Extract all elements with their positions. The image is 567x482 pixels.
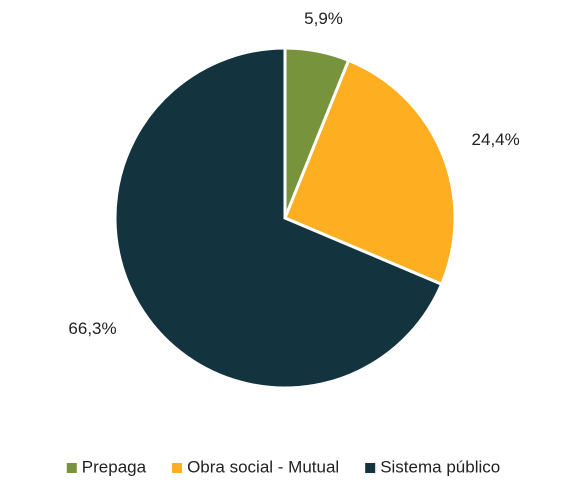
legend-label: Prepaga (82, 457, 147, 476)
legend-swatch (172, 463, 183, 473)
data-label: 5,9% (304, 9, 343, 28)
legend: Prepaga Obra social - Mutual Sistema públi… (66, 457, 500, 476)
legend-label: Obra social - Mutual (187, 457, 339, 476)
legend-swatch (365, 463, 376, 473)
data-label: 24,4% (472, 130, 520, 149)
legend-swatch (66, 463, 77, 473)
pie-slice (113, 46, 444, 390)
data-label: 66,3% (68, 319, 116, 338)
legend-label: Sistema público (380, 457, 500, 476)
pie-slice (283, 58, 457, 287)
